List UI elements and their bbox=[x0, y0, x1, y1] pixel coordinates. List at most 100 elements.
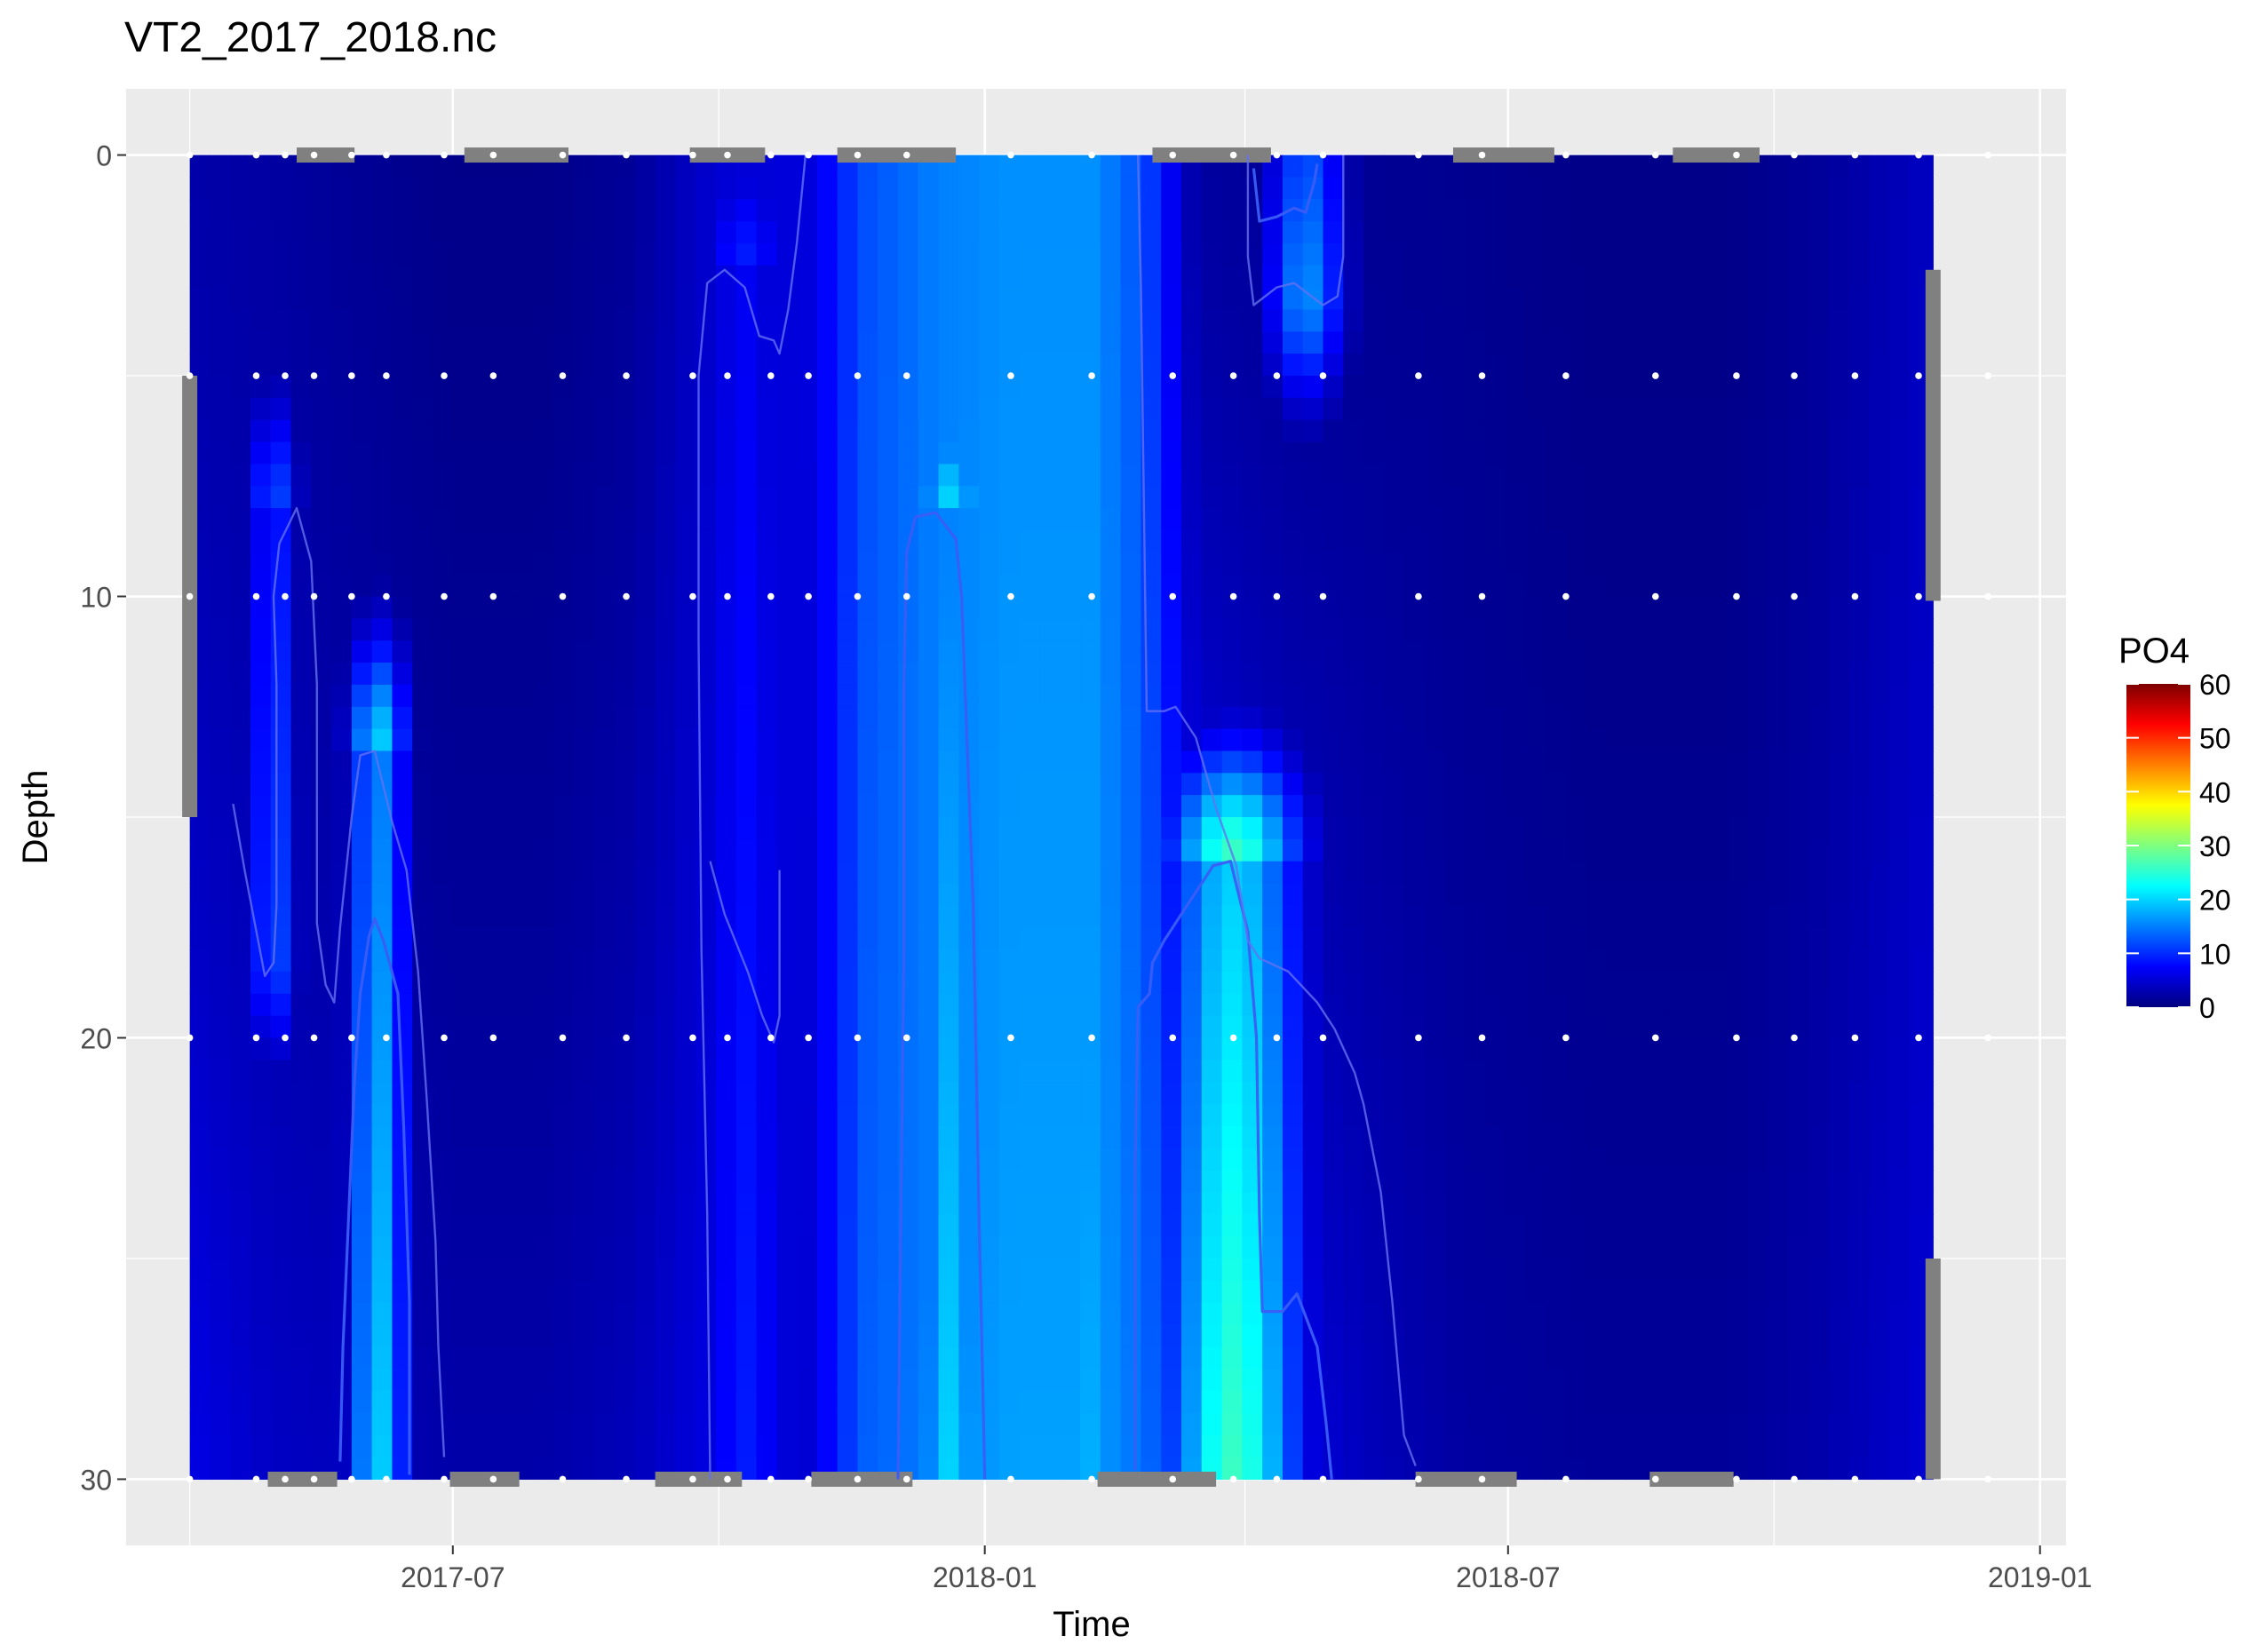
heatmap-cell bbox=[1100, 663, 1122, 686]
heatmap-cell bbox=[979, 265, 1000, 289]
heatmap-cell bbox=[371, 1170, 393, 1194]
heatmap-cell bbox=[735, 861, 758, 885]
heatmap-cell bbox=[797, 529, 818, 553]
heatmap-cell bbox=[1201, 1170, 1223, 1194]
heatmap-cell bbox=[1120, 1434, 1142, 1458]
heatmap-cell bbox=[1302, 1369, 1324, 1392]
heatmap-cell bbox=[857, 1015, 878, 1039]
heatmap-cell bbox=[1140, 331, 1162, 354]
heatmap-cell bbox=[392, 155, 413, 178]
heatmap-cell bbox=[1525, 773, 1546, 796]
heatmap-cell bbox=[1565, 706, 1587, 730]
heatmap-cell bbox=[1181, 993, 1203, 1017]
heatmap-cell bbox=[1161, 596, 1182, 619]
heatmap-cell bbox=[1080, 331, 1101, 354]
heatmap-cell bbox=[1181, 1125, 1203, 1149]
heatmap-cell bbox=[1343, 795, 1364, 818]
heatmap-cell bbox=[958, 1302, 980, 1326]
heatmap-cell bbox=[1242, 684, 1263, 708]
heatmap-cell bbox=[1323, 1214, 1344, 1237]
heatmap-cell bbox=[1181, 309, 1203, 332]
heatmap-cell bbox=[1848, 993, 1871, 1017]
heatmap-cell bbox=[1728, 265, 1749, 289]
heatmap-cell bbox=[290, 1369, 312, 1392]
heatmap-cell bbox=[1647, 1236, 1668, 1259]
heatmap-cell bbox=[311, 1346, 332, 1370]
heatmap-cell bbox=[1606, 242, 1627, 266]
heatmap-cell bbox=[513, 1412, 535, 1436]
heatmap-cell bbox=[1808, 861, 1830, 885]
heatmap-cell bbox=[1666, 508, 1689, 531]
heatmap-cell bbox=[898, 265, 919, 289]
heatmap-cell bbox=[1484, 464, 1506, 487]
heatmap-cell bbox=[1565, 817, 1587, 840]
heatmap-cell bbox=[1323, 552, 1344, 576]
heatmap-cell bbox=[574, 552, 595, 576]
heatmap-cell bbox=[433, 309, 454, 332]
heatmap-cell bbox=[695, 1015, 717, 1039]
heatmap-cell bbox=[1161, 618, 1182, 641]
heatmap-cell bbox=[1363, 464, 1385, 487]
heatmap-cell bbox=[230, 1060, 251, 1083]
heatmap-cell bbox=[290, 1015, 312, 1039]
heatmap-cell bbox=[1221, 618, 1243, 641]
heatmap-cell bbox=[210, 838, 231, 862]
heatmap-cell bbox=[1403, 1125, 1426, 1149]
heatmap-cell bbox=[290, 242, 312, 266]
heatmap-cell bbox=[1201, 265, 1223, 289]
heatmap-cell bbox=[1221, 706, 1243, 730]
heatmap-cell bbox=[594, 464, 616, 487]
heatmap-cell bbox=[797, 1125, 818, 1149]
heatmap-cell bbox=[675, 706, 696, 730]
heatmap-cell bbox=[797, 773, 818, 796]
heatmap-cell bbox=[1100, 441, 1122, 465]
heatmap-cell bbox=[898, 971, 919, 995]
heatmap-cell bbox=[1707, 1369, 1729, 1392]
heatmap-cell bbox=[878, 795, 899, 818]
heatmap-cell bbox=[1647, 464, 1668, 487]
heatmap-cell bbox=[1728, 376, 1749, 399]
heatmap-cell bbox=[1788, 1170, 1809, 1194]
heatmap-cell bbox=[452, 508, 474, 531]
heatmap-cell bbox=[533, 287, 555, 311]
heatmap-cell bbox=[473, 751, 494, 774]
heatmap-cell bbox=[1039, 419, 1061, 443]
heatmap-cell bbox=[1060, 1324, 1081, 1347]
heatmap-cell bbox=[1403, 795, 1426, 818]
heatmap-cell bbox=[311, 1148, 332, 1171]
heatmap-cell bbox=[250, 1236, 272, 1259]
heatmap-cell bbox=[695, 1258, 717, 1282]
heatmap-cell bbox=[1687, 905, 1708, 928]
heatmap-cell bbox=[574, 1148, 595, 1171]
heatmap-cell bbox=[493, 861, 514, 885]
heatmap-cell bbox=[655, 242, 677, 266]
heatmap-cell bbox=[756, 287, 777, 311]
heatmap-cell bbox=[1505, 663, 1526, 686]
heatmap-cell bbox=[1484, 265, 1506, 289]
heatmap-cell bbox=[634, 1236, 656, 1259]
heatmap-cell bbox=[1606, 552, 1627, 576]
heatmap-cell bbox=[1565, 1434, 1587, 1458]
heatmap-cell bbox=[553, 927, 576, 950]
heatmap-cell bbox=[574, 574, 595, 598]
heatmap-cell bbox=[837, 1302, 859, 1326]
heatmap-cell bbox=[695, 751, 717, 774]
heatmap-cell bbox=[1647, 1258, 1668, 1282]
heatmap-cell bbox=[1039, 1214, 1061, 1237]
heatmap-cell bbox=[615, 728, 636, 752]
heatmap-cell bbox=[1768, 1236, 1790, 1259]
heatmap-cell bbox=[1505, 486, 1526, 509]
heatmap-cell bbox=[1464, 221, 1486, 244]
heatmap-cell bbox=[331, 419, 353, 443]
heatmap-cell bbox=[351, 1258, 373, 1282]
heatmap-cell bbox=[756, 596, 777, 619]
heatmap-cell bbox=[1302, 861, 1324, 885]
heatmap-cell bbox=[715, 242, 737, 266]
heatmap-cell bbox=[756, 1280, 777, 1304]
heatmap-cell bbox=[1403, 1434, 1426, 1458]
heatmap-cell bbox=[1221, 1391, 1243, 1414]
heatmap-cell bbox=[1829, 1280, 1850, 1304]
heatmap-cell bbox=[1808, 1192, 1830, 1215]
heatmap-cell bbox=[1080, 552, 1101, 576]
heatmap-cell bbox=[412, 552, 433, 576]
